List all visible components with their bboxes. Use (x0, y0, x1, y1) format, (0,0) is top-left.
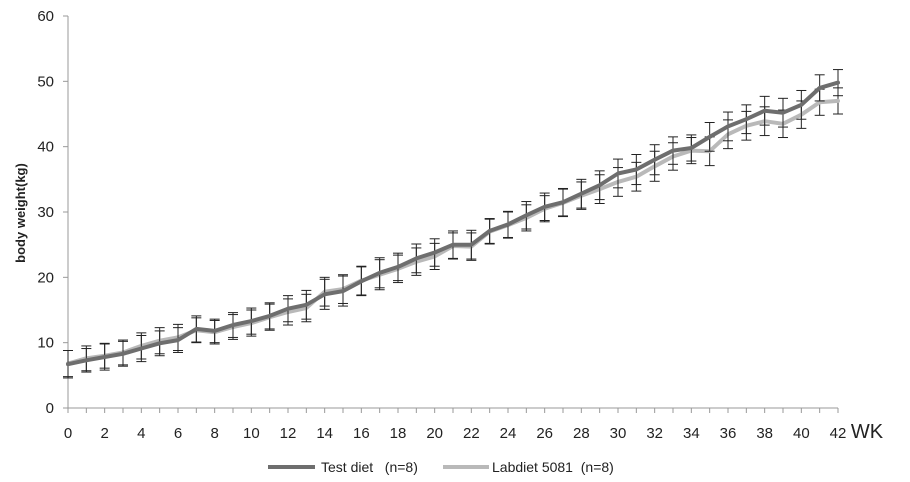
x-tick-label: 42 (830, 425, 847, 442)
x-tick-label: 40 (793, 425, 810, 442)
x-tick-label: 36 (720, 425, 737, 442)
axes (67, 16, 838, 409)
series-0 (63, 69, 843, 379)
y-tick-label: 10 (37, 335, 54, 352)
x-tick-label: 6 (174, 425, 182, 442)
x-tick-label: 20 (426, 425, 443, 442)
series-layer (63, 69, 843, 379)
legend-label-test-diet: Test diet (n=8) (321, 459, 418, 475)
x-tick-label: 8 (210, 425, 218, 442)
y-tick-label: 50 (37, 73, 54, 90)
x-tick-label: 26 (536, 425, 553, 442)
x-axis-label: WK (851, 421, 884, 443)
x-axis-ticks: 0 2 4 6 8 10 12 14 16 18 20 22 24 26 28 30 32 34 36 38 40 42 (64, 408, 847, 442)
legend: Test diet (n=8) Labdiet 5081 (n=8) (268, 459, 614, 475)
x-tick-label: 16 (353, 425, 370, 442)
x-tick-label: 38 (756, 425, 773, 442)
y-axis-ticks: 0 10 20 30 40 50 60 (37, 8, 68, 417)
series-line (66, 80, 840, 367)
x-tick-label: 18 (390, 425, 407, 442)
x-tick-label: 32 (646, 425, 663, 442)
x-tick-label: 14 (316, 425, 333, 442)
y-tick-label: 40 (37, 139, 54, 156)
y-tick-label: 20 (37, 269, 54, 286)
y-tick-label: 60 (37, 8, 54, 25)
y-axis-label: body weight(kg) (13, 163, 28, 263)
y-tick-label: 30 (37, 204, 54, 221)
x-tick-label: 12 (280, 425, 297, 442)
x-tick-label: 4 (137, 425, 145, 442)
x-tick-label: 0 (64, 425, 72, 442)
legend-label-labdiet-5081: Labdiet 5081 (n=8) (492, 459, 614, 475)
x-tick-label: 24 (500, 425, 517, 442)
x-tick-label: 22 (463, 425, 480, 442)
x-tick-label: 30 (610, 425, 627, 442)
x-tick-label: 28 (573, 425, 590, 442)
y-tick-label: 0 (46, 400, 54, 417)
x-tick-label: 34 (683, 425, 700, 442)
x-tick-label: 10 (243, 425, 260, 442)
x-tick-label: 2 (100, 425, 108, 442)
